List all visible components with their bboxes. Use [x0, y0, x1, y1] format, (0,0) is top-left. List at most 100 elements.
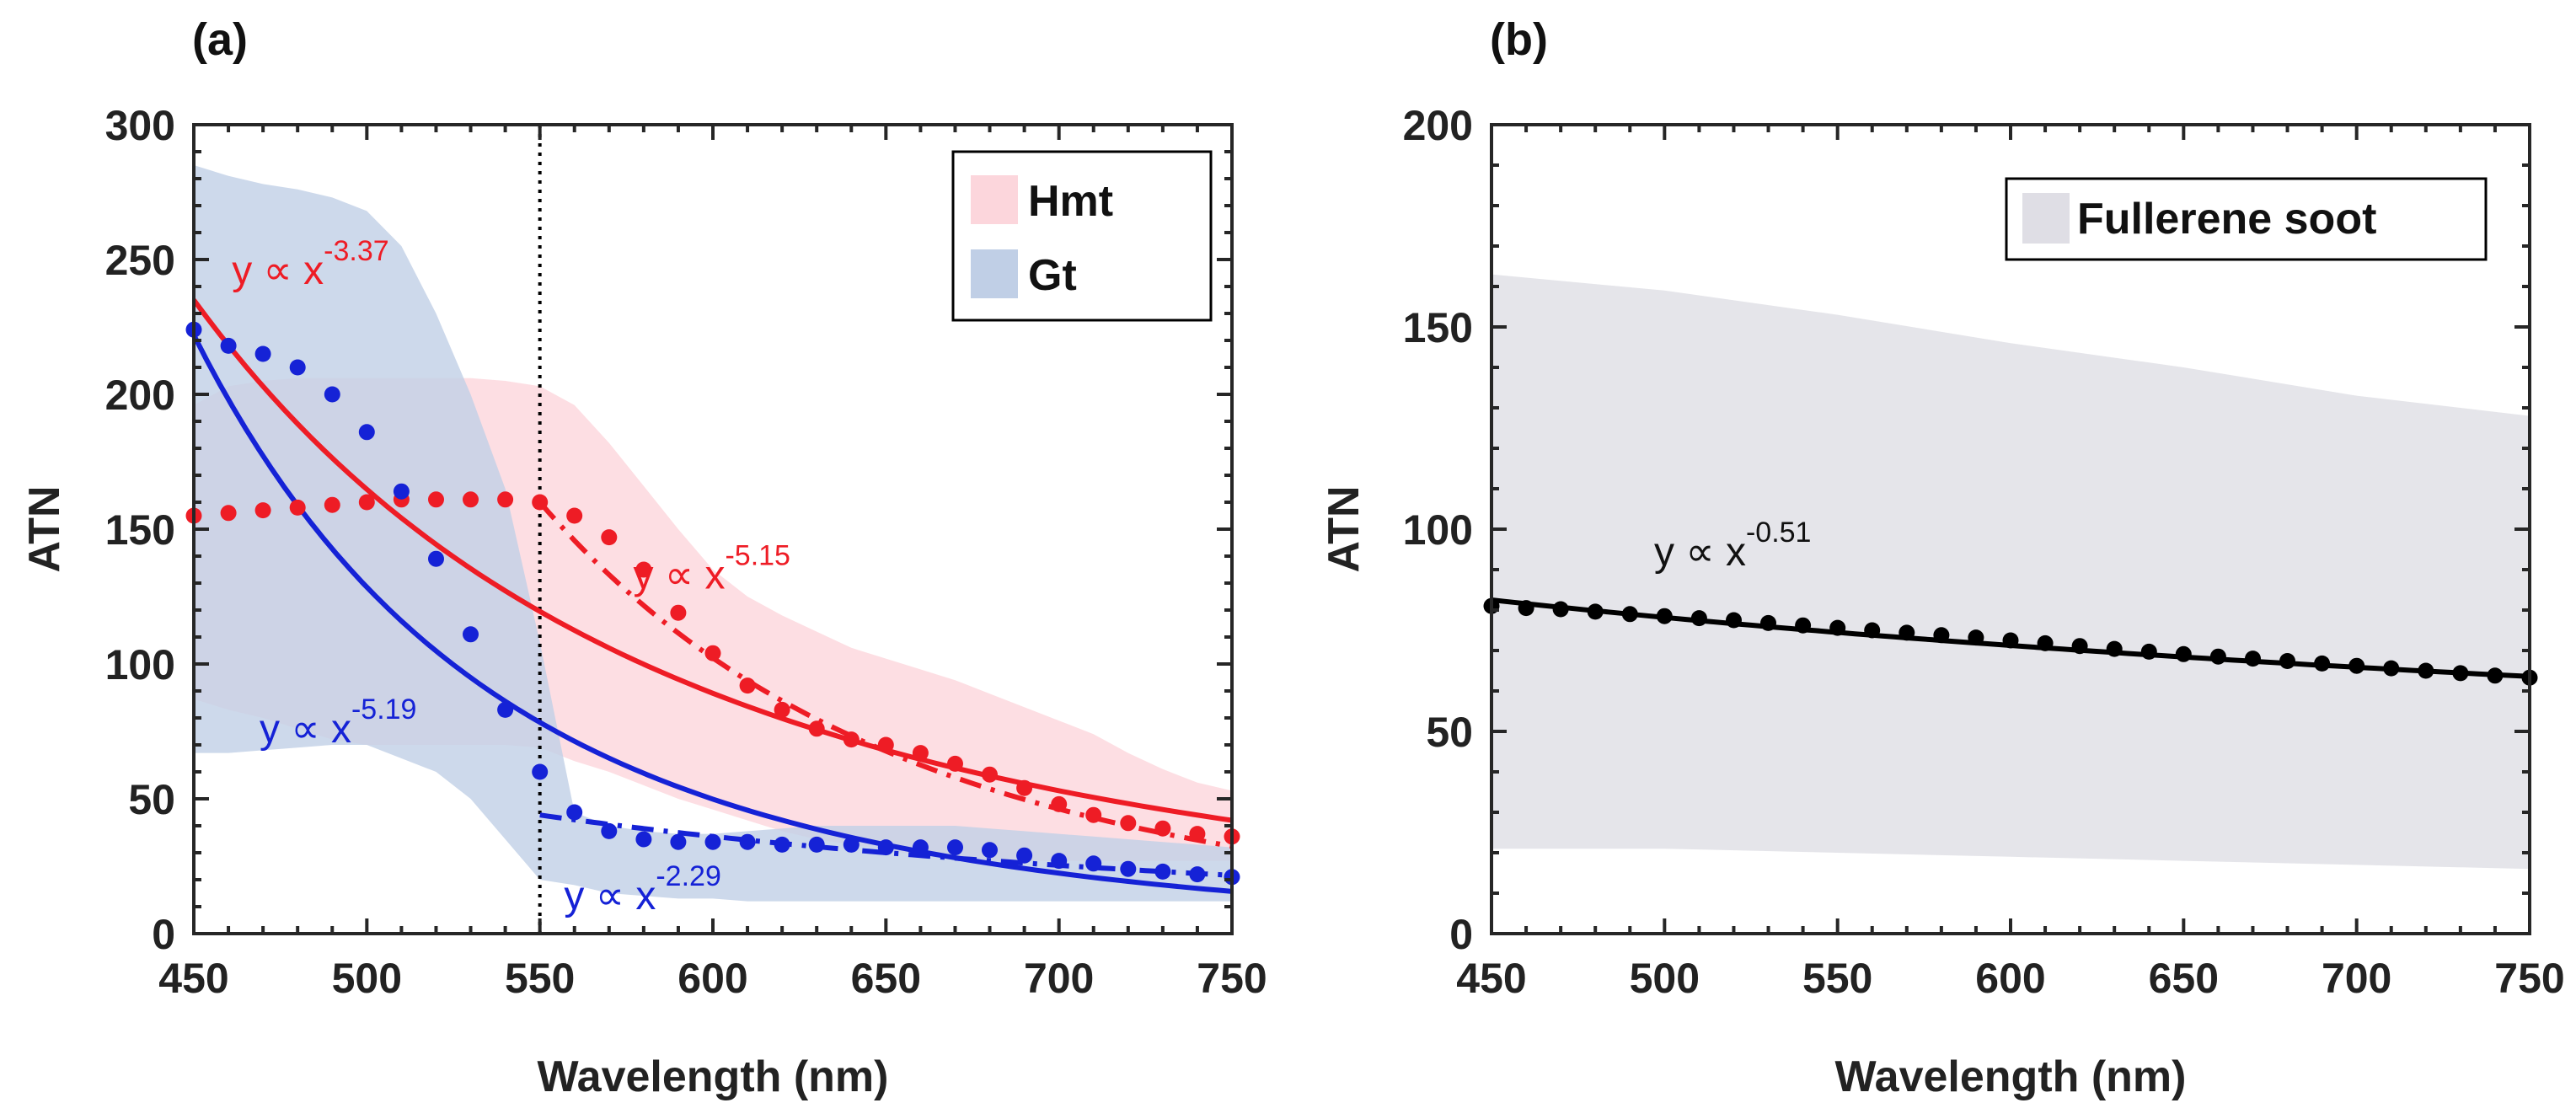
x-tick-label: 600 [677, 955, 747, 1002]
data-point-hmt [601, 529, 618, 546]
data-point-hmt [220, 505, 237, 522]
data-point-gt [566, 804, 583, 821]
fit-annotation-exponent: -0.51 [1746, 517, 1812, 549]
data-point-gt [1051, 853, 1068, 870]
data-point-fullerene-soot [2071, 638, 2088, 655]
tick-labels-a: 450 500 550 600 650 700 750 0 50 100 150 200 250 300 [105, 102, 1267, 1002]
data-point-hmt [497, 491, 514, 508]
data-point-hmt [358, 494, 375, 511]
x-axis-label-a: Wavelength (nm) [538, 1052, 889, 1101]
data-point-fullerene-soot [2037, 634, 2054, 651]
data-point-gt [393, 483, 410, 500]
y-tick-label: 250 [105, 237, 175, 284]
data-point-hmt [774, 701, 790, 718]
data-point-gt [1189, 866, 1206, 883]
fit-annotation: y ∝ x-5.19 [260, 693, 416, 752]
annotations-b: y ∝ x-0.51 [1654, 517, 1811, 575]
y-tick-label: 0 [152, 911, 175, 958]
legend-swatch-gt [971, 249, 1018, 298]
x-tick-label: 650 [2149, 955, 2219, 1002]
data-point-hmt [635, 561, 652, 578]
fit-annotation: y ∝ x-2.29 [564, 860, 720, 918]
data-point-hmt [739, 677, 756, 694]
x-tick-label: 600 [1975, 955, 2045, 1002]
data-point-hmt [254, 502, 271, 519]
x-tick-label: 550 [1802, 955, 1872, 1002]
points-a [185, 321, 1240, 886]
fit-annotation: y ∝ x-3.37 [232, 235, 388, 293]
data-point-gt [739, 833, 756, 850]
data-point-hmt [1189, 826, 1206, 843]
fit-line-1 [194, 334, 1232, 894]
data-point-fullerene-soot [1933, 627, 1950, 644]
fit-annotation: y ∝ x-5.15 [634, 539, 790, 597]
data-point-gt [947, 839, 963, 856]
legend-a: Hmt Gt [951, 150, 1213, 322]
data-point-fullerene-soot [2106, 640, 2123, 657]
panel-a: (a) y ∝ x-3.37y ∝ x-5.15y ∝ x-5.19y ∝ x-… [20, 14, 1267, 1101]
y-axis-label-b: ATN [1320, 485, 1368, 572]
data-point-gt [704, 833, 721, 850]
data-point-fullerene-soot [1656, 608, 1673, 624]
y-tick-label: 200 [105, 372, 175, 419]
data-point-fullerene-soot [1552, 601, 1569, 618]
data-point-gt [877, 839, 894, 856]
data-point-fullerene-soot [1968, 629, 1984, 646]
y-tick-label: 150 [105, 506, 175, 554]
data-point-fullerene-soot [1829, 619, 1846, 636]
fit-line-0 [194, 298, 1232, 823]
legend-label-hmt: Hmt [1028, 177, 1113, 226]
data-point-fullerene-soot [1587, 603, 1604, 620]
panel-label-b: (b) [1490, 14, 1548, 65]
data-point-gt [843, 836, 860, 853]
fit-annotation-exponent: -5.19 [351, 693, 417, 726]
panel-b: (b) y ∝ x-0.51 450 500 550 600 650 700 750 0 50 1… [1320, 14, 2565, 1101]
legend-b: Fullerene soot [2005, 177, 2488, 261]
data-point-gt [1154, 863, 1171, 880]
y-tick-label: 50 [128, 776, 175, 823]
fit-annotation-base: y ∝ x [634, 553, 726, 597]
x-tick-label: 550 [505, 955, 575, 1002]
panel-label-a: (a) [192, 14, 248, 65]
data-point-fullerene-soot [2348, 657, 2365, 674]
annotations-a: y ∝ x-3.37y ∝ x-5.15y ∝ x-5.19y ∝ x-2.29 [232, 235, 790, 918]
data-point-hmt [324, 496, 340, 513]
data-point-hmt [912, 745, 929, 762]
data-point-gt [463, 626, 479, 643]
legend-swatch-fullerene [2022, 193, 2070, 244]
fit-annotation-exponent: -5.15 [725, 539, 790, 571]
legend-label-fullerene: Fullerene soot [2077, 195, 2376, 244]
data-point-gt [1016, 847, 1033, 864]
data-point-hmt [704, 645, 721, 661]
data-point-fullerene-soot [2487, 667, 2504, 684]
x-tick-label: 650 [851, 955, 921, 1002]
data-point-gt [670, 833, 687, 850]
fit-annotation-exponent: -2.29 [656, 860, 721, 892]
data-point-gt [532, 763, 549, 780]
data-point-hmt [1120, 815, 1137, 832]
data-point-hmt [670, 604, 687, 621]
legend-label-gt: Gt [1028, 251, 1077, 300]
y-tick-label: 100 [1403, 506, 1473, 554]
y-axis-label-a: ATN [20, 485, 69, 572]
data-point-hmt [428, 491, 444, 508]
fit-annotation: y ∝ x-0.51 [1654, 517, 1811, 575]
fit-annotation-base: y ∝ x [1654, 530, 1746, 575]
band-gt [194, 165, 1232, 902]
data-point-gt [635, 831, 652, 848]
data-point-gt [220, 337, 237, 354]
data-point-fullerene-soot [1726, 612, 1742, 629]
x-tick-label: 450 [158, 955, 228, 1002]
data-point-hmt [532, 494, 549, 511]
x-tick-label: 500 [1630, 955, 1700, 1002]
data-point-gt [324, 386, 340, 403]
data-point-gt [289, 359, 306, 376]
x-tick-label: 450 [1456, 955, 1526, 1002]
data-point-fullerene-soot [2245, 651, 2261, 667]
bands-b [1492, 274, 2530, 870]
data-point-hmt [566, 507, 583, 524]
x-tick-label: 700 [2322, 955, 2391, 1002]
data-point-hmt [808, 720, 825, 737]
data-point-hmt [947, 755, 963, 772]
y-tick-label: 300 [105, 102, 175, 149]
